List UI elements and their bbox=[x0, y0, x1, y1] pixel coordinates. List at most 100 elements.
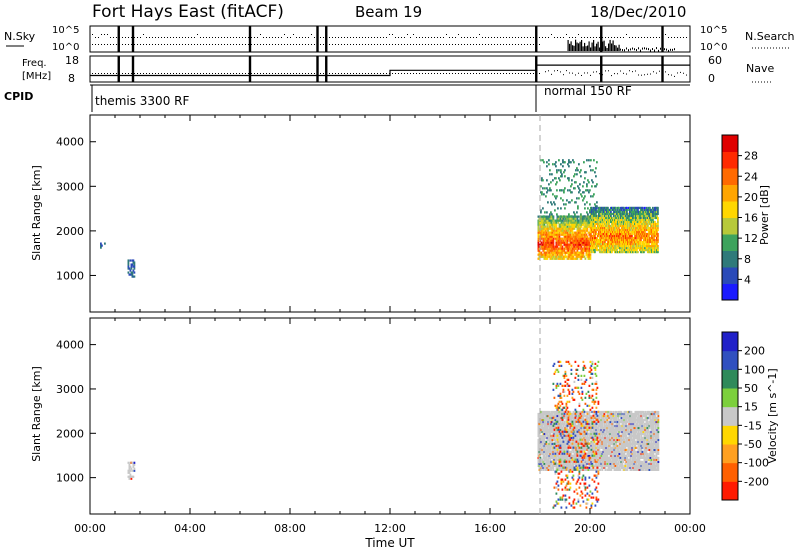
velocity-cell bbox=[603, 432, 606, 436]
velocity-cell bbox=[553, 458, 556, 462]
power-cell bbox=[606, 210, 608, 214]
power-cell bbox=[632, 244, 634, 248]
velocity-cell bbox=[540, 428, 543, 432]
power-cell bbox=[635, 250, 637, 254]
nsearch-dot bbox=[398, 44, 399, 45]
power-cell bbox=[626, 246, 628, 250]
power-cell bbox=[558, 241, 561, 244]
power-cell bbox=[574, 251, 577, 254]
velocity-cell bbox=[571, 432, 574, 436]
power-cell bbox=[591, 208, 593, 212]
power-cell bbox=[651, 234, 653, 238]
power-cell bbox=[614, 210, 616, 214]
velocity-cell bbox=[539, 434, 542, 438]
nave-dot bbox=[218, 73, 219, 74]
power-cell bbox=[546, 217, 549, 220]
nave-dot bbox=[572, 72, 573, 74]
nsearch-dot bbox=[284, 44, 285, 45]
nave-dot bbox=[563, 74, 564, 76]
power-cell bbox=[611, 226, 613, 230]
power-cell bbox=[593, 218, 595, 222]
velocity-cell bbox=[597, 452, 600, 456]
velocity-cell bbox=[563, 436, 566, 440]
velocity-cell bbox=[590, 422, 593, 426]
velocity-cell bbox=[544, 456, 547, 460]
velocity-cell bbox=[594, 448, 597, 452]
velocity-cell bbox=[537, 434, 540, 438]
nsky-dot bbox=[494, 37, 495, 38]
power-cell bbox=[546, 211, 548, 214]
power-cell bbox=[643, 240, 645, 244]
power-cell bbox=[612, 236, 614, 240]
velocity-cell bbox=[540, 450, 543, 454]
power-cell bbox=[568, 177, 570, 180]
power-cell bbox=[566, 245, 569, 248]
power-cell bbox=[544, 187, 546, 190]
velocity-cell bbox=[538, 434, 541, 438]
power-cell bbox=[587, 257, 590, 260]
velocity-cell bbox=[605, 438, 608, 442]
power-cell bbox=[606, 244, 608, 248]
power-cell bbox=[576, 253, 579, 256]
power-cell bbox=[537, 237, 540, 240]
power-cell bbox=[571, 199, 573, 202]
nsky-dot bbox=[287, 37, 288, 38]
velocity-cell bbox=[537, 452, 540, 456]
power-cell bbox=[546, 165, 548, 168]
power-cell bbox=[620, 230, 622, 234]
power-cell bbox=[575, 237, 578, 240]
velocity-cell bbox=[590, 432, 593, 436]
power-cell bbox=[609, 238, 611, 242]
velocity-cell bbox=[562, 458, 565, 462]
nave-dot bbox=[371, 73, 372, 74]
nsky-dot bbox=[371, 37, 372, 38]
power-cell bbox=[619, 228, 621, 232]
velocity-cell bbox=[595, 454, 598, 458]
velocity-cell bbox=[560, 448, 563, 452]
velocity-cell bbox=[595, 458, 598, 462]
power-cell bbox=[568, 165, 570, 168]
nsearch-dot bbox=[476, 44, 477, 45]
power-cell bbox=[577, 255, 580, 258]
velocity-cell bbox=[573, 412, 576, 416]
power-cell bbox=[568, 233, 571, 236]
power-cell bbox=[597, 216, 599, 220]
velocity-cell bbox=[564, 444, 567, 448]
nsky-dot bbox=[332, 37, 333, 38]
cpid-label: CPID bbox=[4, 90, 33, 103]
velocity-cell bbox=[578, 452, 581, 456]
nave-dot bbox=[521, 73, 522, 74]
nave-dot bbox=[413, 73, 414, 74]
velocity-cell bbox=[575, 436, 578, 440]
power-cell bbox=[579, 241, 582, 244]
power-cell bbox=[549, 219, 552, 222]
power-cell bbox=[602, 246, 604, 250]
velocity-cell bbox=[589, 448, 592, 452]
power-cell bbox=[599, 216, 601, 220]
power-cell bbox=[579, 219, 582, 222]
power-cell bbox=[641, 222, 643, 226]
power-cell bbox=[577, 239, 580, 242]
power-cell bbox=[554, 245, 557, 248]
power-cell bbox=[561, 237, 564, 240]
velocity-cell bbox=[568, 440, 571, 444]
power-cell bbox=[604, 210, 606, 214]
power-cell bbox=[631, 220, 633, 224]
power-cell bbox=[621, 238, 623, 242]
velocity-cell bbox=[579, 414, 582, 418]
power-cell bbox=[569, 247, 572, 250]
power-cell bbox=[601, 214, 603, 218]
power-cell bbox=[650, 212, 652, 216]
power-cell bbox=[581, 233, 584, 236]
velocity-cell bbox=[552, 420, 555, 424]
power-cell bbox=[550, 255, 553, 258]
power-cell bbox=[593, 238, 595, 242]
power-cell bbox=[623, 214, 625, 218]
velocity-cell bbox=[589, 444, 592, 448]
power-cell bbox=[559, 257, 562, 260]
power-cell bbox=[602, 228, 604, 232]
power-cell bbox=[628, 214, 630, 218]
power-cell bbox=[594, 216, 596, 220]
power-cell bbox=[601, 228, 603, 232]
velocity-cell bbox=[541, 466, 544, 469]
